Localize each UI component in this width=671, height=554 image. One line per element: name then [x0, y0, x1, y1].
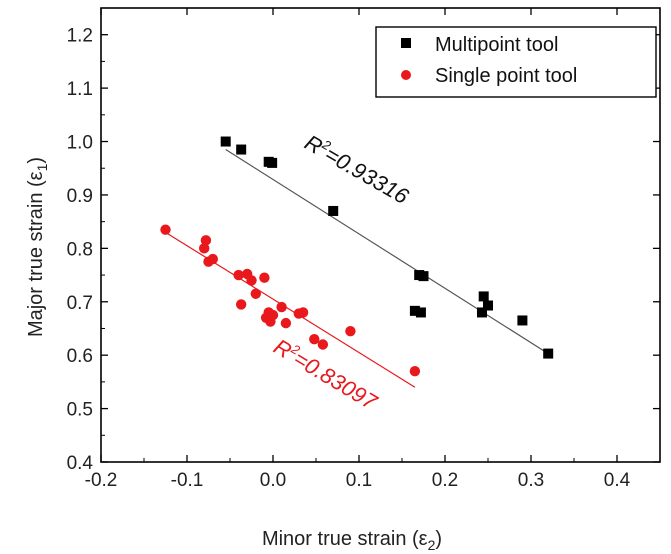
- y-tick-label: 0.5: [67, 400, 93, 421]
- x-tick-label: 0.4: [604, 470, 631, 491]
- data-point-single-point-tool: [160, 224, 171, 235]
- data-point-single-point-tool: [267, 309, 279, 321]
- y-tick-label: 0.4: [67, 453, 94, 474]
- y-tick-label: 0.6: [67, 346, 93, 367]
- data-point-multipoint-tool: [415, 307, 426, 318]
- data-point-single-point-tool: [250, 288, 261, 299]
- y-tick-label: 0.9: [67, 186, 93, 207]
- fit-line-multipoint-tool: [225, 149, 549, 355]
- data-point-multipoint-tool: [236, 144, 247, 155]
- data-point-multipoint-tool: [543, 348, 554, 359]
- x-axis-title: Minor true strain (ε2): [262, 528, 442, 553]
- data-point-multipoint-tool: [220, 136, 231, 147]
- data-point-single-point-tool: [293, 308, 304, 319]
- data-point-single-point-tool: [200, 235, 212, 246]
- legend-label-single-point: Single point tool: [435, 65, 577, 87]
- data-point-single-point-tool: [235, 299, 247, 310]
- y-tick-label: 1.0: [67, 133, 93, 154]
- legend-label-multipoint: Multipoint tool: [435, 34, 558, 56]
- y-tick-label: 1.1: [67, 79, 93, 100]
- legend-box: [375, 26, 657, 98]
- x-tick-label: -0.2: [85, 470, 118, 491]
- y-tick-label: 1.2: [67, 26, 93, 47]
- x-tick-label: 0.0: [260, 470, 286, 491]
- data-point-single-point-tool: [207, 253, 218, 265]
- data-point-single-point-tool: [276, 301, 287, 313]
- data-point-multipoint-tool: [267, 157, 278, 168]
- data-point-multipoint-tool: [483, 300, 493, 311]
- data-point-multipoint-tool: [478, 291, 489, 302]
- data-point-single-point-tool: [246, 275, 257, 286]
- plot-frame: [100, 7, 661, 463]
- data-point-single-point-tool: [199, 243, 210, 254]
- y-axis-title: Major true strain (ε1): [25, 157, 50, 337]
- y-tick-label: 0.8: [67, 239, 93, 260]
- data-point-multipoint-tool: [328, 205, 339, 216]
- data-point-multipoint-tool: [409, 305, 420, 316]
- x-tick-label: 0.1: [346, 470, 372, 491]
- legend-marker-single-point: [401, 70, 411, 80]
- data-point-single-point-tool: [345, 325, 356, 337]
- data-point-single-point-tool: [280, 317, 292, 329]
- fit-label-multipoint: R2=0.93316: [301, 129, 415, 210]
- data-point-single-point-tool: [259, 272, 270, 283]
- y-tick-label: 0.7: [67, 293, 93, 314]
- data-point-multipoint-tool: [418, 271, 429, 282]
- x-tick-label: 0.3: [518, 470, 544, 491]
- legend: Multipoint tool Single point tool: [375, 26, 657, 98]
- data-point-multipoint-tool: [517, 315, 528, 326]
- x-tick-label: -0.1: [171, 470, 204, 491]
- data-point-single-point-tool: [317, 339, 329, 350]
- data-point-single-point-tool: [409, 366, 421, 377]
- data-point-multipoint-tool: [476, 307, 487, 318]
- x-tick-label: 0.2: [432, 470, 458, 491]
- data-point-single-point-tool: [233, 269, 244, 281]
- legend-marker-multipoint: [401, 38, 411, 48]
- data-point-single-point-tool: [309, 333, 320, 345]
